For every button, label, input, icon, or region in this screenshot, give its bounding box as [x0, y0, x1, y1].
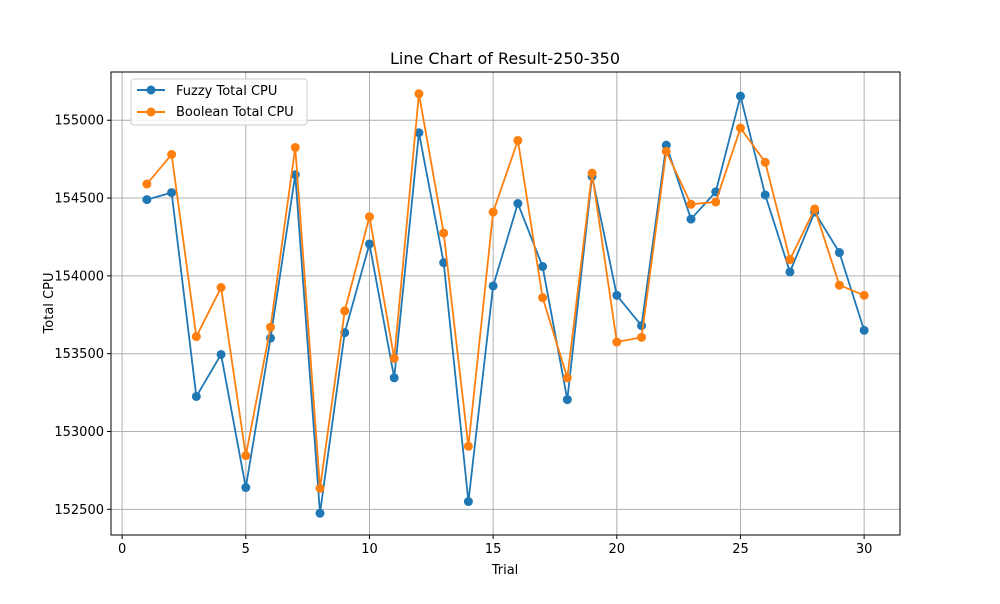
data-point-series-1: [315, 483, 325, 493]
legend-label-fuzzy: Fuzzy Total CPU: [176, 84, 277, 99]
data-point-series-0: [439, 258, 449, 268]
x-tick-label: 30: [856, 542, 873, 557]
data-point-series-0: [389, 373, 399, 383]
legend-marker-boolean: [146, 107, 156, 117]
data-point-series-1: [191, 332, 201, 342]
data-point-series-0: [637, 321, 647, 331]
data-point-series-1: [760, 157, 770, 167]
legend: Fuzzy Total CPU Boolean Total CPU: [130, 78, 308, 126]
data-point-series-0: [859, 325, 869, 335]
data-point-series-0: [191, 391, 201, 401]
series-layer: [142, 89, 869, 518]
data-point-series-1: [735, 123, 745, 133]
x-tick-label: 10: [361, 542, 378, 557]
legend-marker-fuzzy: [146, 85, 156, 95]
data-point-series-1: [439, 228, 449, 238]
data-point-series-0: [760, 190, 770, 200]
data-point-series-1: [637, 332, 647, 342]
data-point-series-1: [810, 204, 820, 214]
data-point-series-1: [266, 322, 276, 332]
data-point-series-0: [562, 395, 572, 405]
y-tick-label: 155000: [54, 114, 104, 129]
y-axis-label: Total CPU: [42, 273, 57, 335]
grid-layer: [111, 72, 900, 535]
data-point-series-0: [488, 281, 498, 291]
data-point-series-1: [612, 337, 622, 347]
y-tick-label: 154000: [54, 269, 104, 284]
data-point-series-1: [167, 149, 177, 159]
x-axis-label: Trial: [491, 563, 519, 578]
data-point-series-0: [735, 91, 745, 101]
plot-frame: [110, 71, 901, 536]
y-tick-label: 152500: [54, 503, 104, 518]
data-point-series-1: [364, 212, 374, 222]
x-tick-label: 5: [242, 542, 250, 557]
legend-box: [130, 78, 308, 126]
y-tick-label: 153000: [54, 425, 104, 440]
series-line-0: [146, 95, 865, 515]
tick-layer: 0 5 10 15 20 25 30 152500 153000 153500 154000 1545…: [54, 114, 872, 557]
data-point-series-1: [562, 373, 572, 383]
data-point-series-1: [538, 293, 548, 303]
data-point-series-1: [513, 135, 523, 145]
data-point-series-0: [612, 290, 622, 300]
data-point-series-1: [661, 146, 671, 156]
chart-title: Line Chart of Result-250-350: [390, 49, 620, 68]
data-point-series-1: [290, 142, 300, 152]
data-point-series-0: [241, 483, 251, 493]
data-point-series-1: [340, 306, 350, 316]
data-point-series-1: [142, 179, 152, 189]
data-point-series-1: [241, 451, 251, 461]
data-point-series-0: [167, 188, 177, 198]
data-point-series-1: [834, 280, 844, 290]
legend-label-boolean: Boolean Total CPU: [176, 105, 294, 120]
data-point-series-0: [661, 140, 671, 150]
data-point-series-1: [389, 353, 399, 363]
data-point-series-1: [216, 283, 226, 293]
data-point-series-1: [587, 168, 597, 178]
data-point-series-0: [216, 349, 226, 359]
data-point-series-1: [414, 89, 424, 99]
x-tick-label: 20: [609, 542, 626, 557]
x-tick-label: 0: [118, 542, 126, 557]
y-tick-label: 153500: [54, 347, 104, 362]
data-point-series-0: [513, 199, 523, 209]
data-point-series-1: [686, 199, 696, 209]
data-point-series-0: [315, 508, 325, 518]
data-point-series-1: [488, 207, 498, 217]
series-line-1: [146, 92, 865, 490]
data-point-series-0: [538, 262, 548, 272]
data-point-series-0: [834, 248, 844, 258]
data-point-series-1: [711, 197, 721, 207]
data-point-series-1: [859, 290, 869, 300]
x-tick-label: 15: [485, 542, 502, 557]
data-point-series-1: [785, 255, 795, 265]
data-point-series-0: [364, 239, 374, 249]
data-point-series-0: [686, 214, 696, 224]
data-point-series-1: [463, 441, 473, 451]
y-tick-label: 154500: [54, 192, 104, 207]
data-point-series-0: [414, 128, 424, 138]
data-point-series-0: [463, 497, 473, 507]
data-point-series-0: [785, 267, 795, 277]
x-tick-label: 25: [732, 542, 749, 557]
data-point-series-0: [142, 195, 152, 205]
